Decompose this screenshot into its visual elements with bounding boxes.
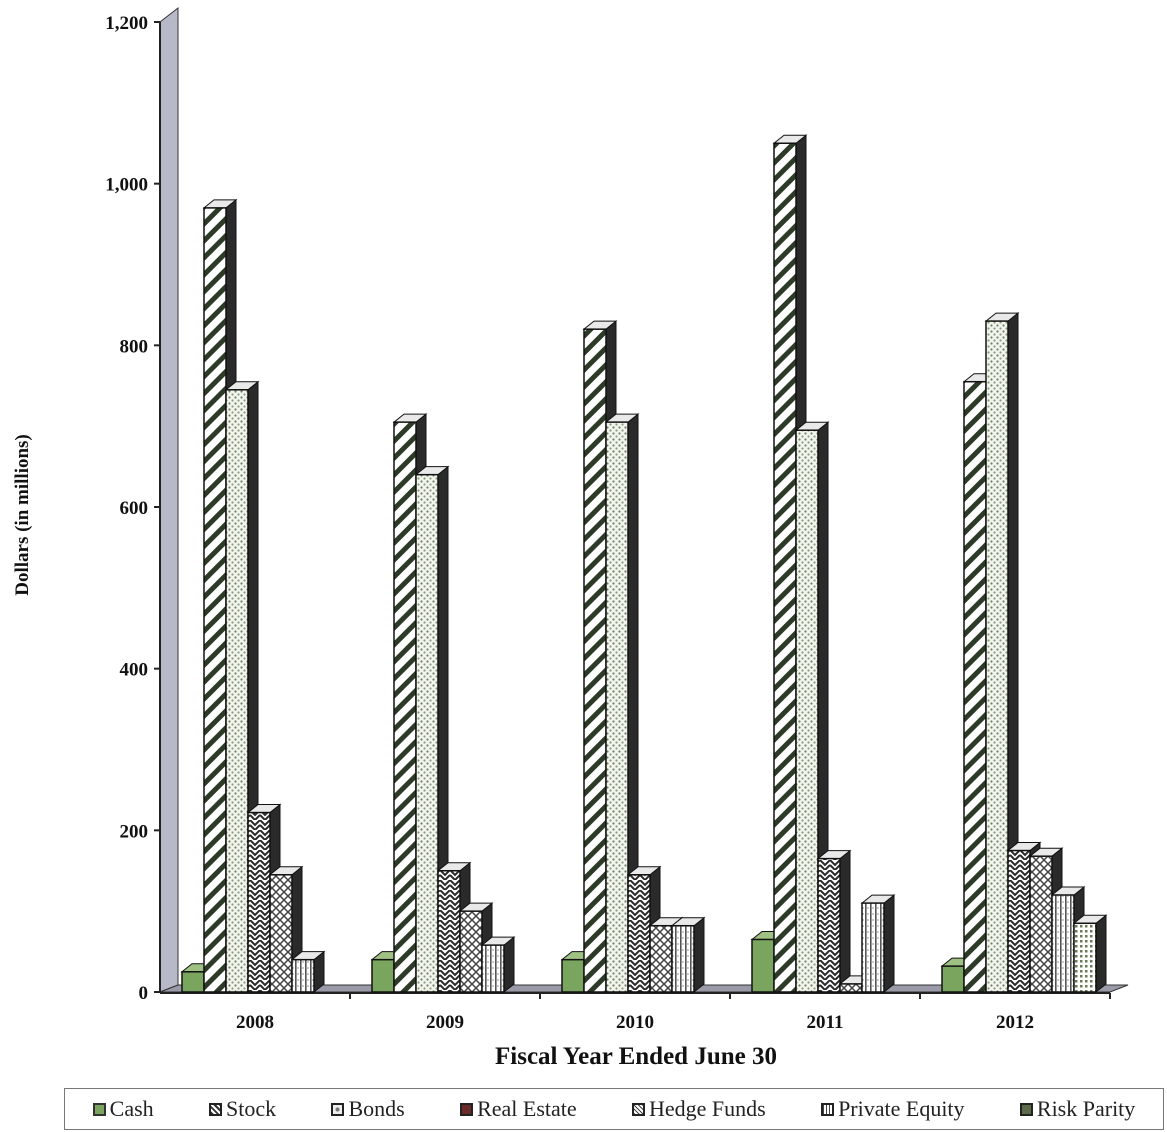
legend-swatch [821,1102,835,1116]
y-tick-label: 1,000 [105,175,148,196]
bar-chart: 0 200 400 600 800 1,000 1,200 2008 2009 2010 2011… [12,6,1129,1070]
legend-label: Cash [109,1096,154,1121]
legend-label: Private Equity [838,1096,965,1121]
bar-private-equity-2008 [290,950,326,994]
legend: Cash Stock Bonds Real Estate Hedge Funds Priv… [64,1088,1164,1130]
y-axis-title: Dollars (in millions) [12,434,33,596]
legend-swatch [209,1102,223,1116]
y-tick-label: 200 [120,821,149,842]
x-tick-label: 2009 [426,1012,464,1033]
legend-swatch [1019,1102,1033,1116]
x-tick-label: 2011 [807,1012,844,1033]
legend-swatch [460,1102,474,1116]
legend-item-risk-parity: Risk Parity [1019,1096,1136,1122]
x-axis-title: Fiscal Year Ended June 30 [495,1043,777,1070]
x-tick-label: 2010 [616,1012,654,1033]
legend-item-bonds: Bonds [331,1096,405,1122]
bar-bonds-2011 [794,421,830,994]
legend-item-hedge-funds: Hedge Funds [632,1096,766,1122]
y-tick-label: 800 [120,336,149,357]
bar-private-equity-2009 [480,936,516,994]
legend-item-private-equity: Private Equity [821,1096,965,1122]
legend-label: Real Estate [477,1096,577,1121]
legend-item-cash: Cash [92,1096,154,1122]
bar-bonds-2009 [414,465,450,994]
legend-label: Stock [226,1096,277,1121]
y-tick-label: 600 [120,498,149,519]
y-tick-label: 400 [120,660,149,681]
legend-swatch [92,1102,106,1116]
bar-private-equity-2010 [670,916,706,994]
bar-bonds-2010 [604,413,640,994]
legend-label: Bonds [348,1096,405,1121]
legend-label: Risk Parity [1036,1096,1136,1121]
y-tick-label: 0 [139,983,149,1004]
bar-bonds-2012 [984,312,1020,994]
x-tick-label: 2008 [236,1012,274,1033]
bar-real-estate-2011 [816,849,852,994]
plot-back-wall [159,6,179,993]
legend-label: Hedge Funds [649,1096,766,1121]
x-tick-label: 2012 [996,1012,1034,1033]
legend-swatch [632,1102,645,1116]
bar-private-equity-2011 [860,894,896,994]
legend-item-stock: Stock [209,1096,276,1122]
bar-risk-parity-2012 [1072,914,1108,994]
y-tick-label: 1,200 [105,13,148,34]
legend-swatch [331,1102,345,1116]
legend-item-real-estate: Real Estate [460,1096,577,1122]
